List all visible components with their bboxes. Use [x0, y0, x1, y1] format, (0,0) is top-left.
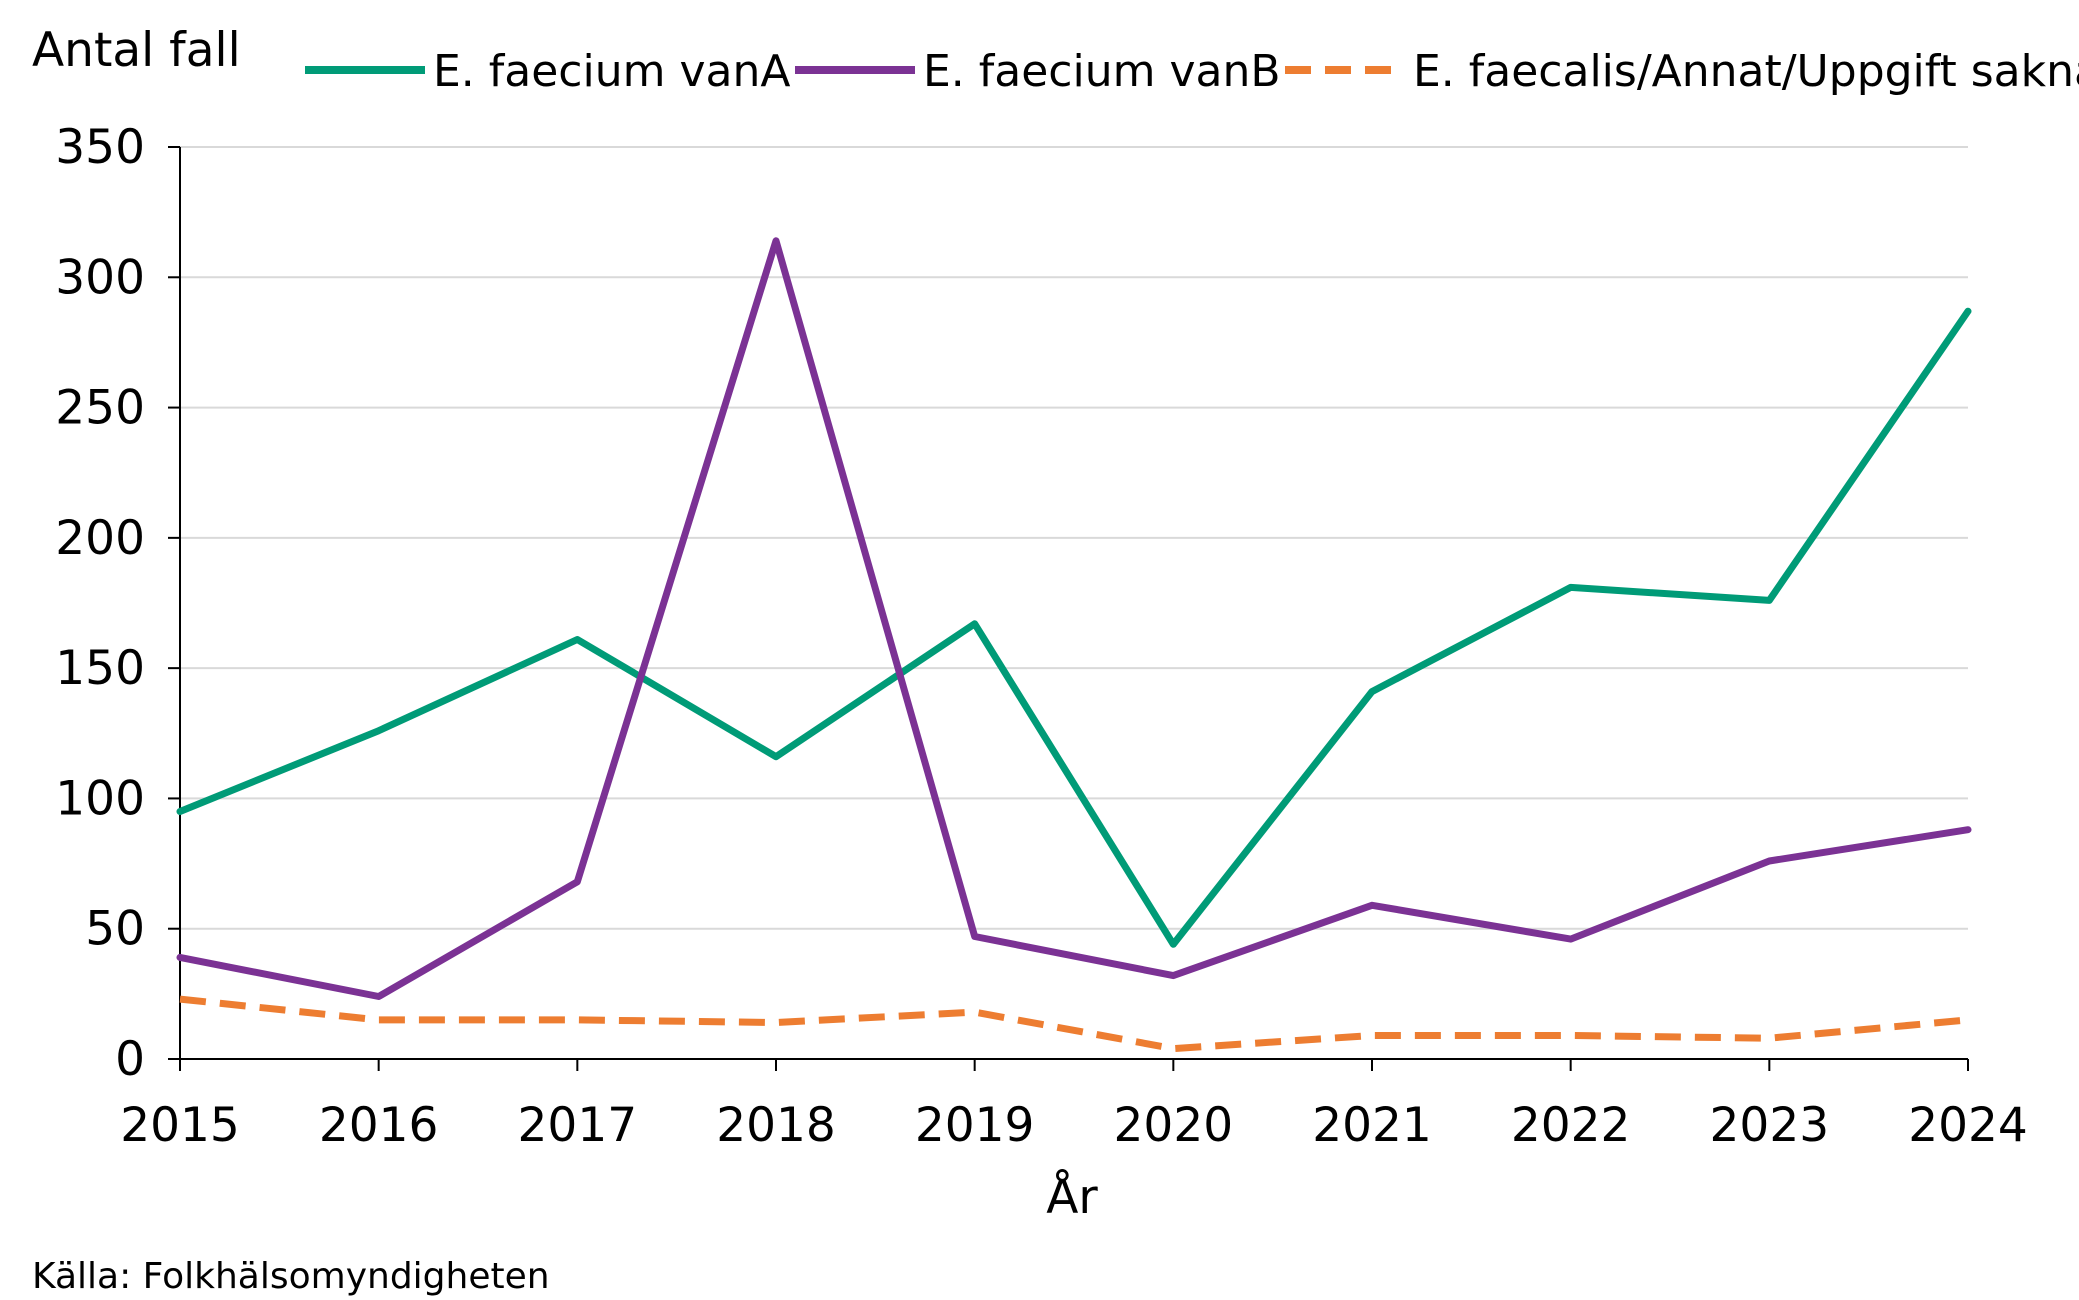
x-tick-label: 2021 — [1312, 1098, 1432, 1153]
series-lines — [176, 237, 1972, 1053]
x-tick-label: 2022 — [1511, 1098, 1631, 1153]
x-axis: 2015 2016 2017 2018 2019 2020 2021 2022 2023 2024 — [120, 1058, 2028, 1153]
y-tick-label: 50 — [85, 902, 145, 957]
legend-item-vana: E. faecium vanA — [305, 46, 790, 97]
x-axis-title: År — [1046, 1170, 1098, 1225]
x-tick-label: 2018 — [716, 1098, 836, 1153]
y-tick-label: 350 — [55, 120, 145, 175]
y-axis-title: Antal fall — [32, 23, 241, 78]
y-tick-label: 150 — [55, 641, 145, 696]
legend-item-faecalis-other: E. faecalis/Annat/Uppgift saknas — [1285, 46, 2079, 97]
y-tick-label: 100 — [55, 771, 145, 826]
legend: E. faecium vanA E. faecium vanB E. faeca… — [305, 46, 2079, 97]
legend-label-vana: E. faecium vanA — [433, 46, 790, 97]
series-line-vana — [176, 307, 1972, 948]
y-tick-label: 0 — [115, 1032, 145, 1087]
x-tick-label: 2020 — [1114, 1098, 1234, 1153]
y-tick-label: 300 — [55, 250, 145, 305]
y-tick-label: 250 — [55, 381, 145, 436]
y-axis: 0 50 100 150 200 250 300 350 — [55, 120, 181, 1087]
x-tick-label: 2016 — [319, 1098, 439, 1153]
gridlines — [180, 146, 1968, 930]
x-tick-label: 2017 — [518, 1098, 638, 1153]
legend-item-vanb: E. faecium vanB — [795, 46, 1281, 97]
y-tick-label: 200 — [55, 511, 145, 566]
legend-label-faecalis-other: E. faecalis/Annat/Uppgift saknas — [1413, 46, 2079, 97]
x-tick-label: 2024 — [1908, 1098, 2028, 1153]
legend-label-vanb: E. faecium vanB — [923, 46, 1281, 97]
series-line-vanb — [176, 237, 1972, 1000]
x-tick-label: 2023 — [1710, 1098, 1830, 1153]
x-tick-label: 2015 — [120, 1098, 240, 1153]
x-tick-label: 2019 — [915, 1098, 1035, 1153]
series-line-faecalis-other — [179, 995, 1969, 1053]
source-note: Källa: Folkhälsomyndigheten — [32, 1256, 550, 1297]
